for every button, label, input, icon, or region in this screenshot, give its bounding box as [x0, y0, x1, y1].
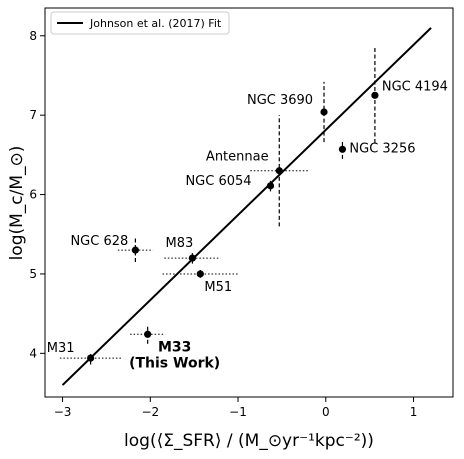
x-tick-label: −3: [54, 405, 72, 419]
x-tick-label: −2: [141, 405, 159, 419]
error-bars: [59, 47, 376, 365]
x-tick-label: 1: [410, 405, 418, 419]
x-axis-label: log(⟨Σ_SFR⟩ / (M_⊙yr⁻¹kpc⁻²)): [124, 431, 374, 451]
axis-ticks: −3 −2 −1 0 1 4 5 6 7 8: [29, 29, 417, 419]
data-point: [371, 91, 379, 99]
data-points: [87, 91, 379, 362]
y-tick-label: 6: [29, 188, 37, 202]
data-point: [338, 145, 347, 153]
data-point: [320, 108, 328, 116]
legend-box: [50, 11, 230, 35]
fit-line: [61, 27, 432, 386]
point-label: NGC 4194: [382, 79, 448, 94]
point-label: NGC 3690: [247, 93, 313, 108]
data-point: [144, 330, 152, 338]
data-point: [266, 182, 275, 190]
point-label: NGC 6054: [185, 174, 251, 189]
point-label: M33 (This Work): [129, 339, 220, 371]
y-axis-label: log(M_c/M_⊙): [7, 146, 27, 261]
plot-area-frame: [44, 7, 454, 398]
y-tick-label: 8: [29, 29, 37, 43]
point-label: Antennae: [206, 150, 269, 165]
data-point: [188, 254, 197, 262]
y-tick-label: 7: [29, 108, 37, 122]
legend-entry: Johnson et al. (2017) Fit: [89, 17, 222, 30]
point-label: NGC 628: [70, 234, 128, 249]
point-label: M31: [47, 341, 75, 356]
point-label: NGC 3256: [349, 141, 415, 156]
data-point: [131, 246, 139, 254]
point-labels: M31 M33 (This Work) NGC 628 M83 M51 NGC 6054 An…: [47, 79, 448, 371]
point-label: M83: [166, 236, 194, 251]
point-label: M51: [204, 280, 232, 295]
x-tick-label: 0: [322, 405, 330, 419]
data-point: [275, 167, 283, 175]
y-tick-label: 4: [29, 346, 37, 360]
y-tick-label: 5: [29, 267, 37, 281]
data-point: [196, 270, 204, 278]
data-point: [87, 354, 95, 362]
x-tick-label: −1: [229, 405, 247, 419]
legend: Johnson et al. (2017) Fit: [50, 11, 230, 35]
